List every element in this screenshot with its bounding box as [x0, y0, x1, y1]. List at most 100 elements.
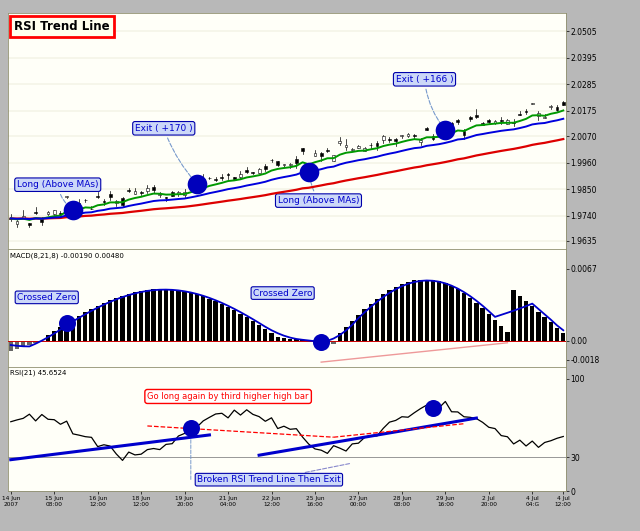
Bar [140, 192, 143, 193]
Bar [46, 335, 50, 341]
Bar [83, 312, 88, 341]
Text: Go long again by third higher high bar: Go long again by third higher high bar [147, 392, 309, 401]
Bar [339, 141, 341, 143]
Bar [257, 325, 261, 341]
Bar [70, 320, 75, 341]
Bar [344, 327, 348, 341]
Bar [294, 339, 298, 341]
Bar [53, 210, 56, 213]
Bar [401, 135, 403, 136]
Bar [47, 211, 49, 214]
Bar [121, 199, 124, 205]
Bar [357, 146, 360, 148]
Bar [550, 106, 552, 107]
Bar [536, 312, 541, 341]
Bar [189, 184, 192, 187]
Bar [134, 191, 136, 194]
Bar [65, 196, 68, 197]
Bar [214, 301, 218, 341]
Bar [400, 284, 404, 341]
Bar [21, 341, 26, 347]
Bar [481, 123, 484, 125]
Bar [456, 120, 459, 122]
Bar [351, 149, 354, 150]
Bar [319, 341, 323, 342]
Bar [226, 307, 230, 341]
Bar [419, 140, 422, 142]
Bar [419, 280, 422, 341]
Bar [102, 201, 106, 202]
Bar [344, 145, 348, 147]
Bar [195, 295, 199, 341]
Bar [556, 107, 559, 110]
Bar [506, 121, 509, 124]
Bar [500, 120, 502, 121]
Text: MACD(8,21,8) -0.00190 0.00480: MACD(8,21,8) -0.00190 0.00480 [10, 253, 124, 260]
Bar [288, 339, 292, 341]
Bar [413, 134, 416, 135]
Bar [264, 167, 267, 169]
Bar [127, 294, 131, 341]
Text: Long (Above MAs): Long (Above MAs) [17, 180, 99, 208]
Bar [251, 321, 255, 341]
Bar [28, 223, 31, 225]
Bar [376, 143, 378, 145]
Bar [207, 298, 212, 341]
Bar [369, 144, 372, 145]
Bar [493, 320, 497, 341]
Bar [369, 304, 373, 341]
Bar [481, 308, 484, 341]
Bar [364, 148, 366, 151]
Bar [518, 114, 521, 115]
Bar [314, 153, 316, 156]
Bar [332, 155, 335, 161]
Bar [59, 213, 62, 215]
Bar [375, 298, 380, 341]
Bar [15, 221, 19, 224]
Point [68, 206, 78, 215]
Bar [406, 282, 410, 341]
Point [428, 404, 438, 413]
Bar [170, 289, 174, 341]
Bar [34, 211, 37, 212]
Bar [183, 192, 186, 195]
Bar [468, 298, 472, 341]
Point [316, 338, 326, 347]
Bar [72, 209, 74, 212]
Bar [382, 136, 385, 140]
Bar [406, 134, 410, 136]
Bar [505, 332, 509, 341]
Bar [176, 290, 180, 341]
Bar [531, 103, 534, 104]
Bar [307, 171, 310, 173]
Bar [289, 164, 292, 165]
Bar [282, 338, 286, 341]
Bar [96, 196, 99, 197]
Bar [258, 169, 260, 173]
Point [61, 319, 72, 328]
Bar [394, 287, 398, 341]
Bar [412, 280, 417, 341]
Bar [456, 289, 460, 341]
Bar [58, 327, 63, 341]
Bar [295, 159, 298, 164]
Text: Crossed Zero: Crossed Zero [17, 293, 77, 302]
Bar [109, 194, 111, 196]
Bar [28, 341, 31, 346]
Bar [182, 292, 187, 341]
Bar [525, 110, 527, 113]
Text: Exit ( +166 ): Exit ( +166 ) [396, 75, 453, 127]
Bar [537, 113, 540, 116]
Bar [543, 317, 547, 341]
Bar [15, 341, 19, 349]
Bar [252, 172, 254, 173]
Bar [518, 296, 522, 341]
Bar [350, 321, 355, 341]
Bar [338, 333, 342, 341]
Bar [511, 290, 516, 341]
Bar [102, 303, 106, 341]
Bar [239, 174, 242, 177]
Bar [431, 136, 435, 139]
Bar [276, 161, 279, 165]
Bar [320, 153, 323, 156]
